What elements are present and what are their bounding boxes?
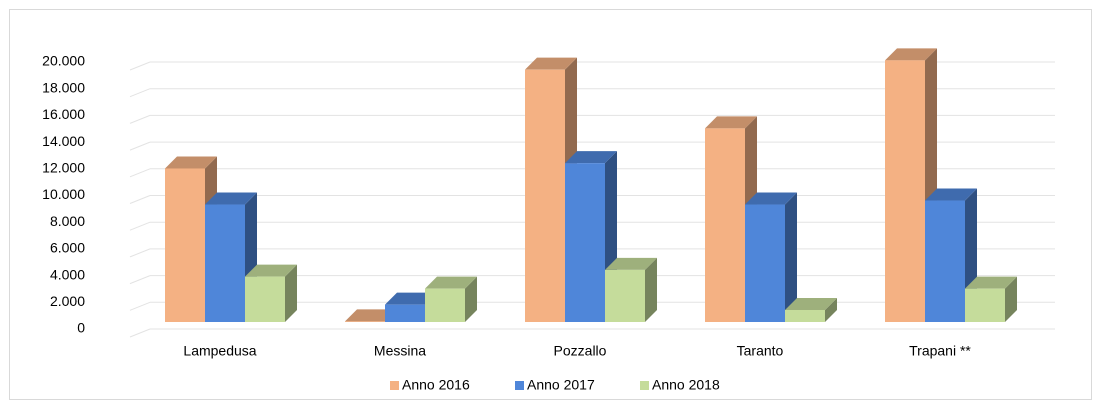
grid-line-side (129, 141, 151, 151)
bar-top (565, 151, 617, 164)
bar-top (745, 192, 797, 205)
bar-top (425, 276, 477, 289)
x-tick-label: Taranto (737, 343, 784, 359)
x-tick-label: Messina (374, 343, 426, 359)
bar (785, 297, 837, 322)
y-tick-label: 12.000 (42, 160, 85, 176)
bar (745, 192, 797, 322)
legend-label: Anno 2018 (652, 377, 720, 393)
y-tick-label: 6.000 (50, 240, 85, 256)
bar-side (1005, 276, 1017, 322)
legend-swatch (515, 381, 524, 390)
bar-front (245, 276, 285, 322)
bar-side (645, 257, 657, 322)
bar-front (885, 60, 925, 323)
bar-top (705, 116, 757, 129)
bar-front (705, 128, 745, 322)
legend-label: Anno 2016 (402, 377, 470, 393)
bar-front (565, 163, 605, 322)
grid-line-side (129, 61, 151, 71)
bar (525, 57, 577, 323)
bar (605, 257, 657, 322)
bar-front (965, 288, 1005, 322)
x-tick-label: Pozzallo (554, 343, 607, 359)
bar-front (345, 321, 385, 322)
x-tick-label: Trapani ** (909, 343, 971, 359)
y-tick-label: 2.000 (50, 293, 85, 309)
grid-line-side (129, 195, 151, 204)
bar-top (345, 309, 397, 322)
grid-line-side (129, 248, 151, 258)
legend-label: Anno 2017 (527, 377, 595, 393)
bar-top (965, 276, 1017, 289)
grid-line-side (129, 301, 151, 311)
y-tick-label: 20.000 (42, 53, 85, 69)
bar-top (205, 192, 257, 205)
bar-side (785, 192, 797, 322)
bar-front (205, 204, 245, 322)
bar-top (885, 48, 937, 61)
bar (245, 264, 297, 322)
grid-line-side (129, 114, 151, 124)
bar-top (245, 264, 297, 277)
legend-swatch (390, 381, 399, 390)
y-tick-label: 8.000 (50, 213, 85, 229)
bar-top (925, 188, 977, 201)
grid-line-side (129, 168, 151, 178)
bar-front (525, 69, 565, 322)
bar-top (385, 292, 437, 305)
bar-top (165, 156, 217, 169)
y-tick-label: 18.000 (42, 79, 85, 95)
bar-top (785, 297, 837, 310)
bar-side (825, 297, 837, 322)
bar (425, 276, 477, 322)
bar-front (925, 200, 965, 322)
bar (205, 192, 257, 322)
bar (965, 276, 1017, 322)
y-tick-label: 0 (77, 320, 85, 336)
y-tick-label: 10.000 (42, 186, 85, 202)
bar-front (165, 168, 205, 322)
grid-line-side (129, 275, 151, 285)
bar-front (385, 304, 425, 322)
bar-front (605, 269, 645, 322)
y-tick-label: 4.000 (50, 266, 85, 282)
grid-line-side (129, 221, 151, 231)
x-tick-label: Lampedusa (183, 343, 256, 359)
y-tick-label: 14.000 (42, 133, 85, 149)
grid-line-side (129, 328, 151, 338)
legend-swatch (640, 381, 649, 390)
y-tick-label: 16.000 (42, 106, 85, 122)
bar-side (285, 264, 297, 322)
bar-side (465, 276, 477, 322)
bar-top (605, 257, 657, 270)
bar-front (425, 288, 465, 322)
bar-top (525, 57, 577, 70)
bar-front (745, 204, 785, 322)
bar-front (785, 309, 825, 322)
grid-line-side (129, 88, 151, 98)
